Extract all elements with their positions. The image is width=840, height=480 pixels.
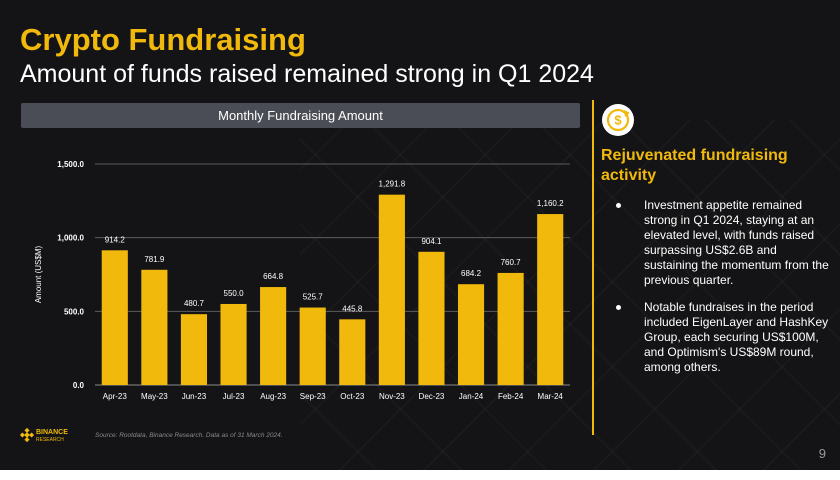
bullet-text: Notable fundraises in the period include… — [644, 300, 829, 374]
bar — [537, 214, 564, 385]
x-tick-label: Jun-23 — [182, 392, 207, 401]
binance-diamond-icon — [19, 427, 35, 443]
data-label: 525.7 — [303, 293, 324, 302]
bar — [497, 272, 524, 385]
data-label: 664.8 — [263, 272, 284, 281]
logo-name: BINANCE — [36, 429, 68, 436]
data-label: 445.8 — [342, 304, 363, 313]
data-label: 550.0 — [224, 289, 245, 298]
logo-text: BINANCE RESEARCH — [36, 429, 68, 444]
sidebar-bullets: Investment appetite remained strong in Q… — [600, 198, 832, 387]
bar — [180, 314, 208, 385]
data-label: 914.2 — [105, 235, 126, 244]
bullet-item: Investment appetite remained strong in Q… — [600, 198, 832, 288]
x-tick-label: Jan-24 — [459, 392, 484, 401]
y-tick-label: 0.0 — [73, 381, 85, 390]
bar — [378, 194, 405, 385]
x-tick-label: Jul-23 — [223, 392, 245, 401]
bar — [220, 303, 247, 385]
x-tick-label: Mar-24 — [538, 392, 564, 401]
x-tick-label: Sep-23 — [300, 392, 326, 401]
dollar-refresh-icon: $ — [602, 104, 634, 136]
sidebar-heading: Rejuvenated fundraising activity — [601, 147, 788, 184]
source-note: Source: Rootdata, Binance Research. Data… — [95, 432, 283, 439]
x-tick-label: Aug-23 — [260, 392, 286, 401]
bar — [418, 251, 445, 385]
bullet-dot-icon — [616, 203, 621, 208]
data-label: 781.9 — [144, 255, 165, 264]
y-axis-label: Amount (US$M) — [34, 245, 43, 303]
logo-sub: RESEARCH — [36, 437, 64, 443]
bullet-dot-icon — [616, 305, 621, 310]
bar — [101, 250, 128, 385]
data-label: 1,160.2 — [537, 199, 564, 208]
bar — [141, 269, 168, 385]
page-number: 9 — [818, 446, 826, 461]
bullet-text: Investment appetite remained strong in Q… — [644, 198, 829, 287]
x-tick-label: Oct-23 — [340, 392, 365, 401]
svg-text:$: $ — [614, 113, 622, 128]
slide: Crypto Fundraising Amount of funds raise… — [0, 0, 840, 470]
data-label: 904.1 — [421, 237, 442, 246]
x-tick-label: Dec-23 — [419, 392, 445, 401]
bar — [339, 319, 366, 385]
bar — [260, 287, 287, 385]
bar — [457, 284, 485, 385]
section-divider — [592, 100, 594, 435]
data-label: 684.2 — [461, 269, 482, 278]
data-label: 760.7 — [501, 258, 522, 267]
y-tick-label: 1,500.0 — [57, 160, 84, 169]
y-tick-label: 500.0 — [64, 307, 85, 316]
data-label: 480.7 — [184, 299, 205, 308]
bar — [299, 307, 326, 385]
bullet-item: Notable fundraises in the period include… — [600, 300, 832, 375]
x-tick-label: Apr-23 — [103, 392, 128, 401]
x-tick-label: May-23 — [141, 392, 168, 401]
x-tick-label: Feb-24 — [498, 392, 524, 401]
data-label: 1,291.8 — [379, 180, 406, 189]
bar-chart: 0.0 500.0 1,000.0 1,500.0 Amount (US$M) 914.2… — [34, 160, 570, 401]
x-tick-label: Nov-23 — [379, 392, 405, 401]
y-tick-label: 1,000.0 — [57, 234, 84, 243]
page-subtitle: Amount of funds raised remained strong i… — [20, 60, 594, 88]
page-title: Crypto Fundraising — [20, 22, 306, 57]
chart-title: Monthly Fundraising Amount — [21, 103, 580, 128]
binance-research-logo: BINANCE RESEARCH — [19, 427, 82, 444]
